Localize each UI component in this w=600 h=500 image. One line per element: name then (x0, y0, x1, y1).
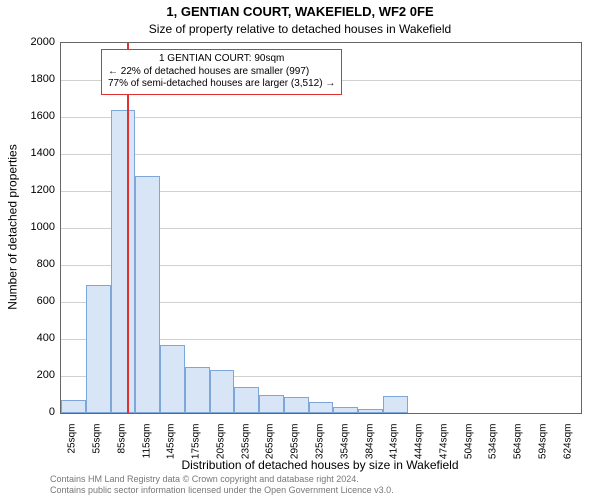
bar (210, 370, 235, 413)
y-tick-label: 1000 (15, 221, 55, 233)
x-tick-label: 354sqm (339, 424, 350, 474)
x-tick-label: 414sqm (389, 424, 400, 474)
bar (259, 395, 284, 414)
gridline (61, 154, 581, 155)
x-tick-label: 325sqm (315, 424, 326, 474)
reference-line (127, 43, 129, 413)
chart-container: 1, GENTIAN COURT, WAKEFIELD, WF2 0FE Siz… (0, 0, 600, 500)
bar (61, 400, 86, 413)
x-tick-label: 175sqm (191, 424, 202, 474)
x-tick-label: 235sqm (240, 424, 251, 474)
y-tick-label: 600 (15, 295, 55, 307)
footer-line-1: Contains HM Land Registry data © Crown c… (50, 474, 394, 485)
y-tick-label: 800 (15, 258, 55, 270)
x-tick-label: 25sqm (67, 424, 78, 474)
bar (309, 402, 334, 413)
y-tick-label: 1200 (15, 184, 55, 196)
bar (333, 407, 358, 413)
y-tick-label: 1800 (15, 73, 55, 85)
gridline (61, 117, 581, 118)
annotation-line-2: ← 22% of detached houses are smaller (99… (108, 66, 335, 79)
annotation-line-1: 1 GENTIAN COURT: 90sqm (108, 53, 335, 66)
x-tick-label: 55sqm (92, 424, 103, 474)
y-tick-label: 0 (15, 406, 55, 418)
bar (284, 397, 309, 413)
x-tick-label: 534sqm (488, 424, 499, 474)
y-tick-label: 200 (15, 369, 55, 381)
chart-title: 1, GENTIAN COURT, WAKEFIELD, WF2 0FE (0, 4, 600, 19)
bar (135, 176, 160, 413)
x-tick-label: 384sqm (364, 424, 375, 474)
footer-attribution: Contains HM Land Registry data © Crown c… (50, 474, 394, 496)
x-tick-label: 564sqm (513, 424, 524, 474)
bar (160, 345, 185, 413)
x-tick-label: 145sqm (166, 424, 177, 474)
x-tick-label: 205sqm (215, 424, 226, 474)
bar (111, 110, 136, 413)
bar (86, 285, 111, 413)
x-tick-label: 504sqm (463, 424, 474, 474)
x-tick-label: 115sqm (141, 424, 152, 474)
x-tick-label: 265sqm (265, 424, 276, 474)
x-tick-label: 624sqm (562, 424, 573, 474)
y-tick-label: 1600 (15, 110, 55, 122)
bar (185, 367, 210, 413)
bar (383, 396, 408, 413)
x-tick-label: 295sqm (290, 424, 301, 474)
chart-subtitle: Size of property relative to detached ho… (0, 22, 600, 36)
x-tick-label: 444sqm (414, 424, 425, 474)
plot-area: 1 GENTIAN COURT: 90sqm ← 22% of detached… (60, 42, 582, 414)
x-tick-label: 474sqm (438, 424, 449, 474)
bar (358, 409, 383, 413)
x-tick-label: 85sqm (116, 424, 127, 474)
annotation-box: 1 GENTIAN COURT: 90sqm ← 22% of detached… (101, 49, 342, 95)
x-tick-label: 594sqm (537, 424, 548, 474)
y-tick-label: 1400 (15, 147, 55, 159)
bar (234, 387, 259, 413)
footer-line-2: Contains public sector information licen… (50, 485, 394, 496)
annotation-line-3: 77% of semi-detached houses are larger (… (108, 78, 335, 91)
y-tick-label: 400 (15, 332, 55, 344)
y-tick-label: 2000 (15, 36, 55, 48)
